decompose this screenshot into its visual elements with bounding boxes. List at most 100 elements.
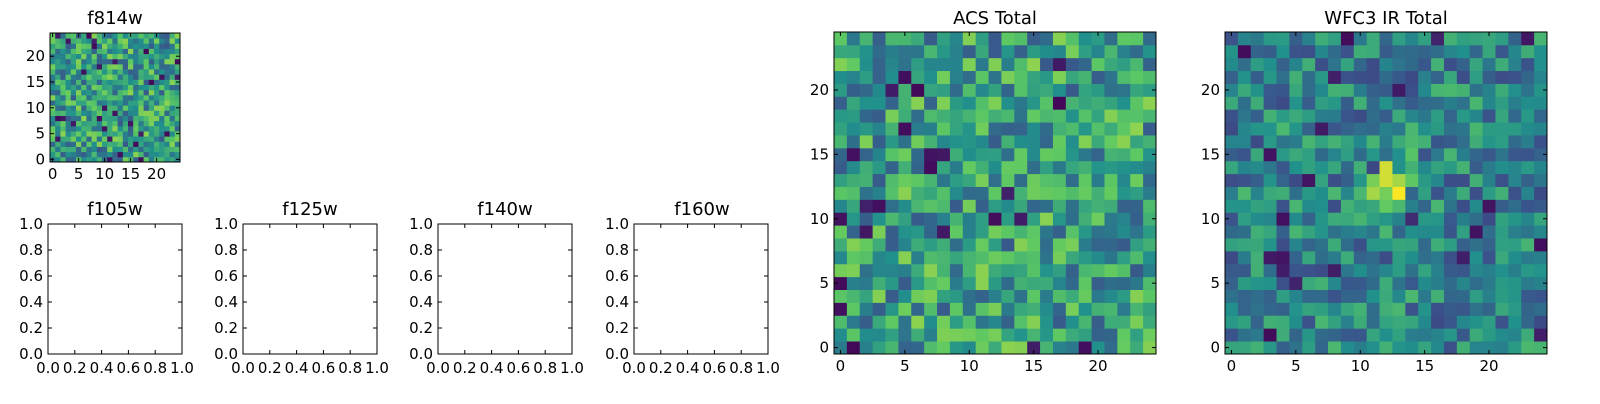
heatmap-cell: [975, 32, 989, 46]
heatmap-cell: [1431, 328, 1445, 342]
heatmap-cell: [1366, 186, 1380, 200]
heatmap-cell: [1052, 96, 1067, 110]
heatmap-cell: [975, 225, 989, 239]
heatmap-cell: [70, 100, 77, 106]
heatmap-cell: [1104, 96, 1118, 110]
heatmap-cell: [1508, 57, 1522, 72]
heatmap-cell: [898, 57, 912, 72]
heatmap-cell: [1521, 173, 1535, 187]
y-tick-label: 0.0: [19, 345, 43, 363]
heatmap-cell: [112, 151, 118, 158]
x-tick-label: 0.8: [533, 359, 557, 377]
heatmap-cell: [133, 79, 139, 85]
heatmap-cell: [159, 136, 165, 142]
heatmap-cell: [859, 225, 874, 239]
heatmap-cell: [1065, 160, 1080, 175]
heatmap-acs-total: [834, 32, 1157, 355]
y-tick-label: 0.8: [409, 241, 433, 259]
heatmap-cell: [1065, 212, 1080, 226]
heatmap-cell: [102, 141, 108, 147]
heatmap-cell: [1340, 70, 1355, 84]
heatmap-cell: [1328, 96, 1342, 110]
heatmap-cell: [164, 69, 170, 75]
heatmap-cell: [1104, 160, 1118, 175]
heatmap-cell: [937, 122, 951, 136]
heatmap-cell: [1302, 199, 1316, 213]
heatmap-cell: [1302, 147, 1316, 162]
heatmap-cell: [898, 315, 912, 329]
heatmap-cell: [1001, 302, 1015, 316]
heatmap-cell: [1065, 250, 1080, 265]
heatmap-cell: [1431, 341, 1445, 355]
heatmap-cell: [1065, 199, 1080, 213]
heatmap-cell: [117, 125, 124, 132]
heatmap-cell: [1237, 302, 1252, 316]
heatmap-cell: [107, 120, 113, 127]
heatmap-cell: [107, 136, 113, 142]
heatmap-cell: [60, 33, 66, 39]
heatmap-cell: [1052, 122, 1067, 136]
y-tick-label: 15: [26, 73, 45, 91]
heatmap-cell: [86, 74, 92, 80]
y-tick-label: 0.4: [214, 293, 238, 311]
heatmap-cell: [70, 53, 77, 60]
heatmap-cell: [1431, 96, 1445, 110]
heatmap-cell: [86, 84, 92, 91]
heatmap-cell: [122, 89, 129, 96]
heatmap-cell: [1353, 186, 1368, 200]
heatmap-cell: [924, 302, 938, 316]
heatmap-cell: [1091, 32, 1105, 46]
heatmap-cell: [1340, 83, 1355, 97]
heatmap-cell: [55, 115, 61, 122]
heatmap-cell: [148, 84, 155, 91]
heatmap-cell: [76, 105, 82, 111]
heatmap-cell: [924, 32, 938, 46]
heatmap-cell: [143, 151, 150, 158]
heatmap-cell: [76, 43, 82, 49]
heatmap-cell: [133, 38, 139, 44]
heatmap-cell: [107, 38, 113, 44]
heatmap-cell: [885, 315, 899, 329]
heatmap-cell: [1443, 341, 1458, 355]
heatmap-cell: [1130, 44, 1144, 59]
x-tick-label: 0.2: [63, 359, 87, 377]
heatmap-cell: [1379, 44, 1393, 59]
heatmap-cell: [859, 212, 874, 226]
heatmap-cell: [1443, 199, 1458, 213]
heatmap-cell: [1521, 341, 1535, 355]
heatmap-cell: [70, 131, 77, 137]
heatmap-cell: [846, 263, 861, 278]
heatmap-cell: [1001, 135, 1015, 149]
heatmap-cell: [911, 70, 925, 84]
heatmap-cell: [1353, 238, 1368, 252]
heatmap-cell: [1078, 70, 1092, 84]
heatmap-cell: [148, 100, 155, 106]
heatmap-cell: [1225, 135, 1239, 149]
heatmap-cell: [911, 212, 925, 226]
heatmap-cell: [949, 57, 964, 72]
heatmap-cell: [1469, 225, 1483, 239]
heatmap-cell: [60, 74, 66, 80]
heatmap-cell: [885, 276, 899, 290]
heatmap-cell: [1027, 57, 1041, 72]
y-tick-label: 0: [819, 339, 829, 357]
heatmap-cell: [70, 146, 77, 153]
heatmap-cell: [70, 115, 77, 122]
heatmap-cell: [86, 131, 92, 137]
heatmap-cell: [937, 83, 951, 97]
heatmap-cell: [1469, 315, 1483, 329]
heatmap-cell: [1130, 238, 1144, 252]
heatmap-cell: [949, 199, 964, 213]
heatmap-cell: [975, 199, 989, 213]
heatmap-cell: [1315, 83, 1329, 97]
y-tick-label: 0.6: [409, 267, 433, 285]
heatmap-cell: [1104, 276, 1118, 290]
heatmap-cell: [1276, 225, 1290, 239]
heatmap-cell: [1521, 328, 1535, 342]
heatmap-cell: [1405, 135, 1419, 149]
heatmap-cell: [1237, 70, 1252, 84]
heatmap-cell: [1392, 135, 1406, 149]
heatmap-cell: [112, 89, 118, 96]
heatmap-cell: [872, 276, 886, 290]
heatmap-cell: [1534, 315, 1548, 329]
